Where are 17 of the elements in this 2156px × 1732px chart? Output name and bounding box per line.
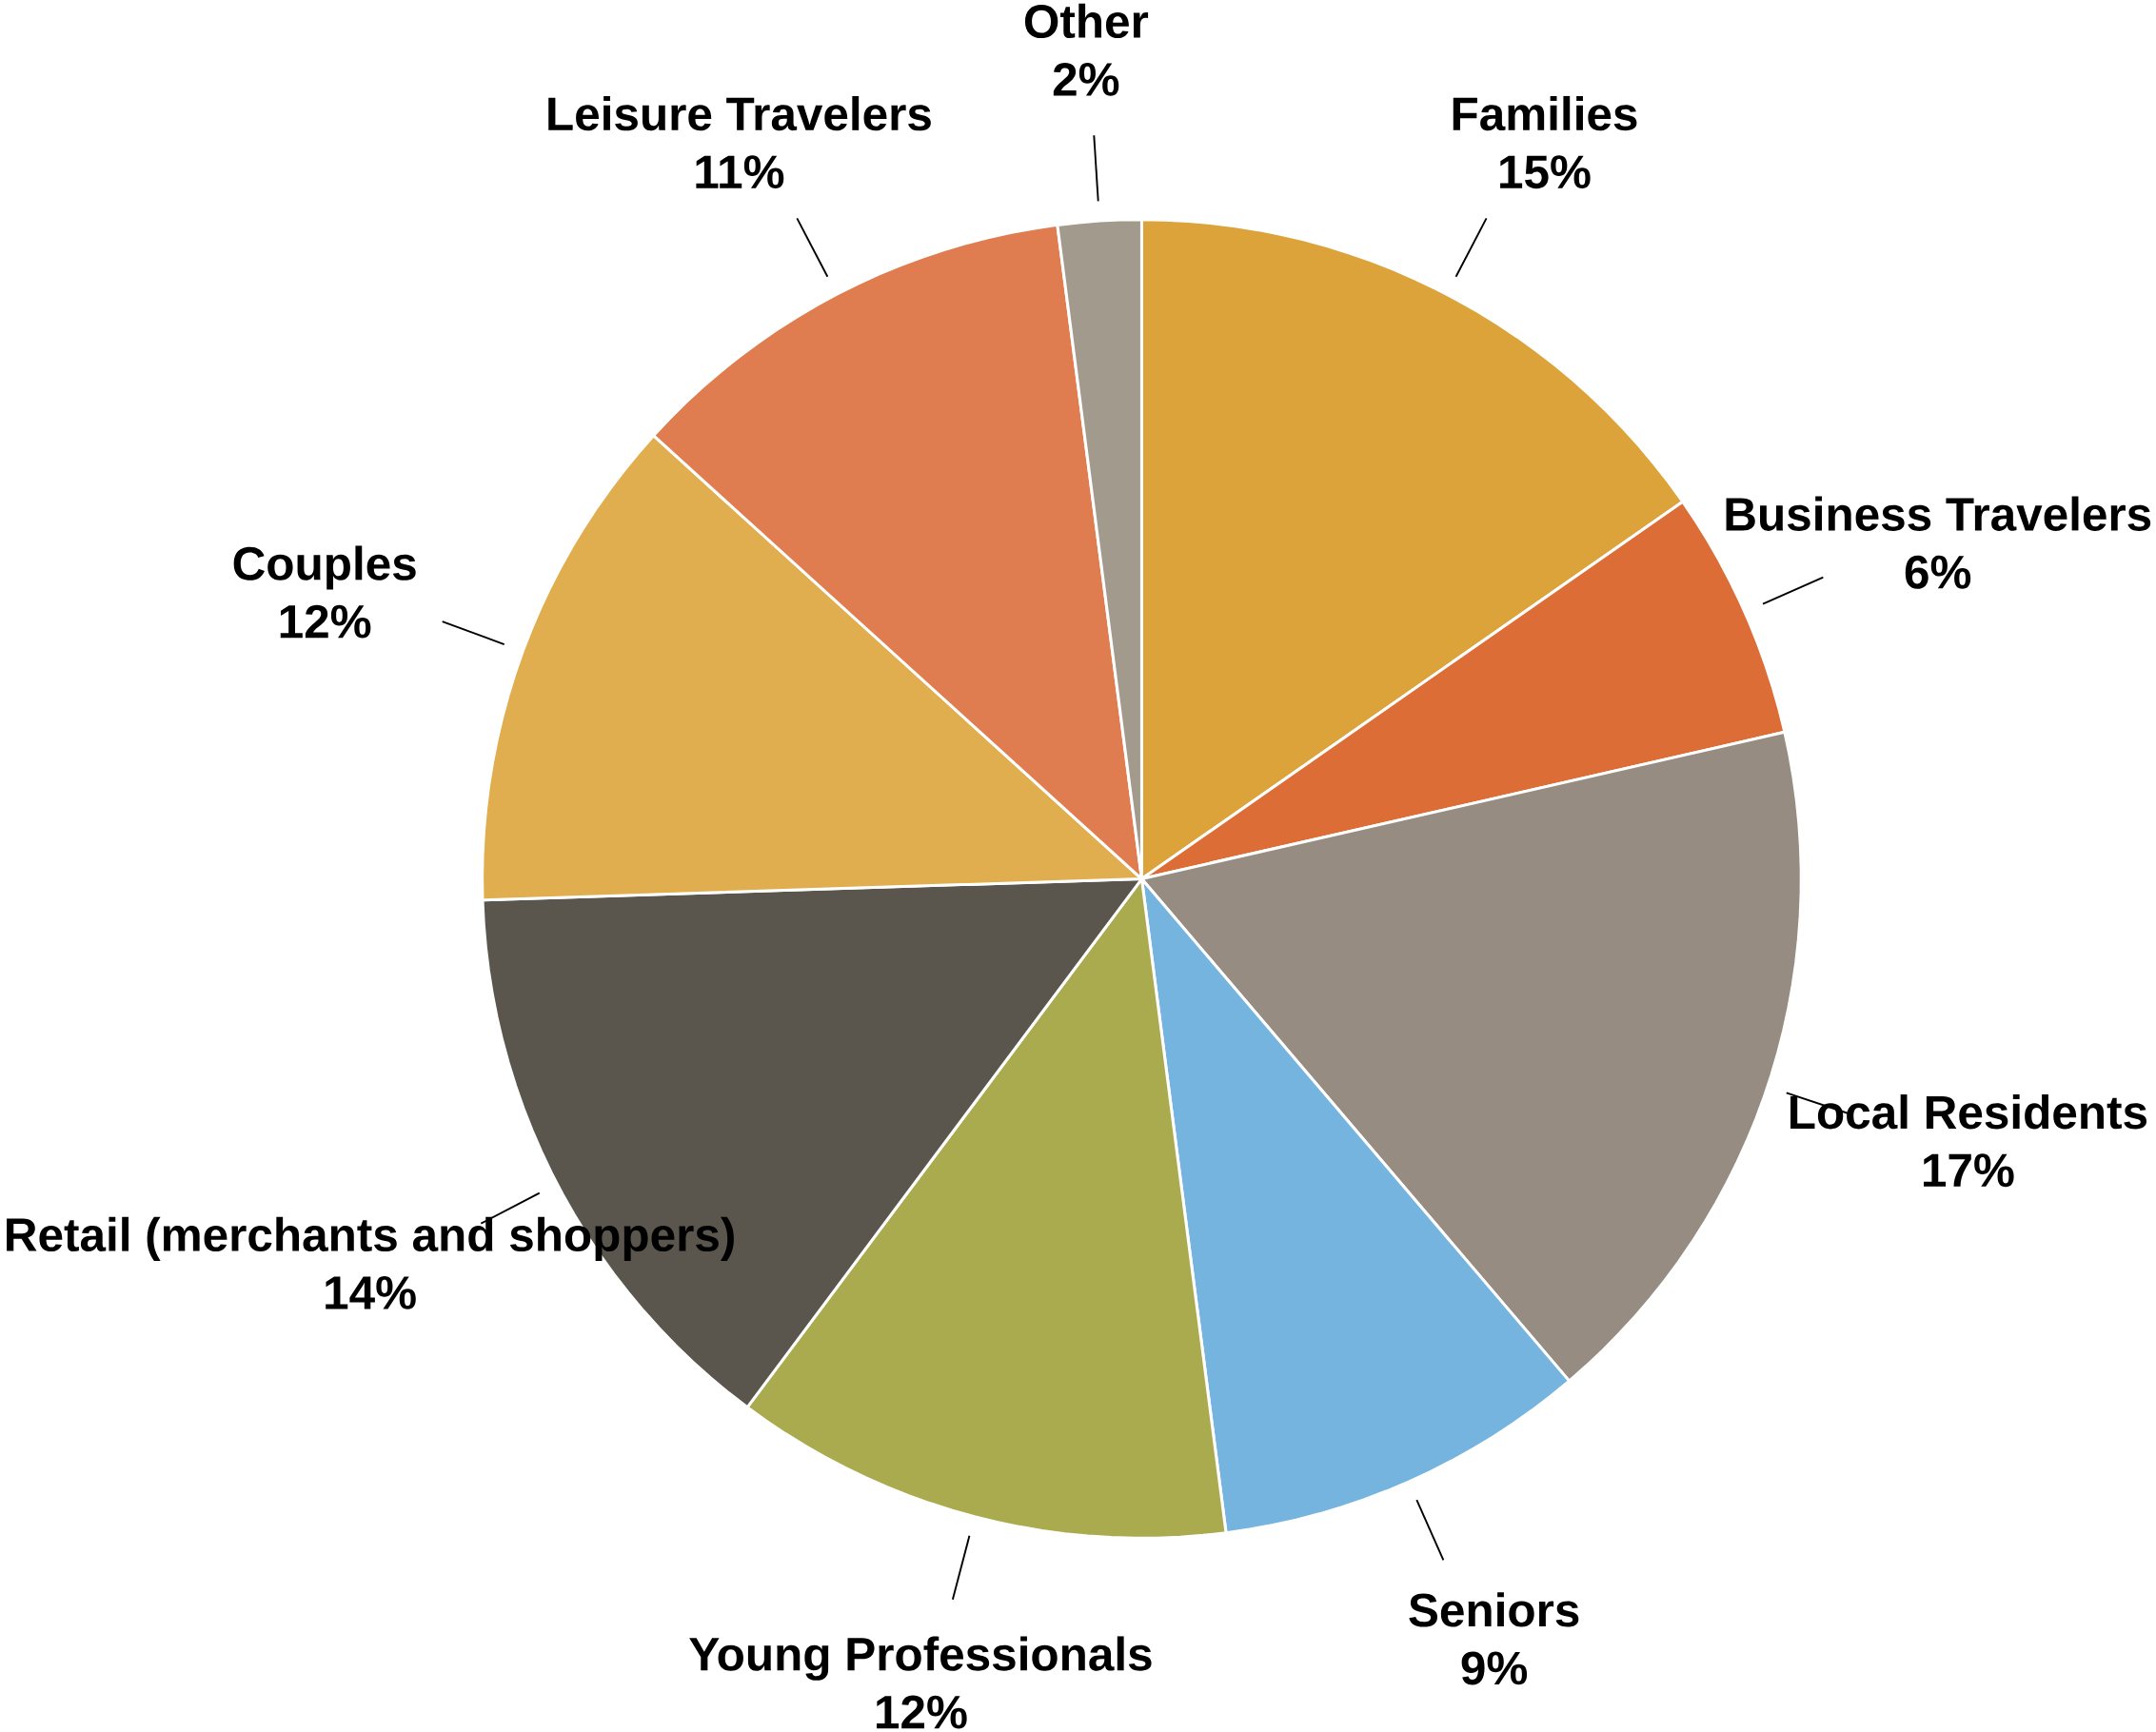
data-label: 12% <box>877 1695 967 1729</box>
data-label: 15% <box>1500 155 1591 188</box>
data-label: 9% <box>1461 1651 1528 1685</box>
slice-label: Business Travelers <box>1726 496 2151 531</box>
slice-label: Couples <box>233 545 416 590</box>
slice-label: Young Professionals <box>689 1636 1152 1681</box>
slice-label: Families <box>1453 95 1637 131</box>
slice-label: Local Residents <box>1790 1093 2147 1130</box>
data-label: 12% <box>280 604 371 639</box>
slice-label: Other <box>1024 3 1149 38</box>
slice-label: Seniors <box>1409 1592 1579 1627</box>
data-label: 2% <box>1053 62 1119 96</box>
data-label: 11% <box>696 155 784 188</box>
slice-label: Leisure Travelers <box>548 95 931 131</box>
data-label: 6% <box>1905 555 1971 589</box>
data-label: 14% <box>326 1275 416 1309</box>
data-label: 17% <box>1924 1153 2014 1187</box>
